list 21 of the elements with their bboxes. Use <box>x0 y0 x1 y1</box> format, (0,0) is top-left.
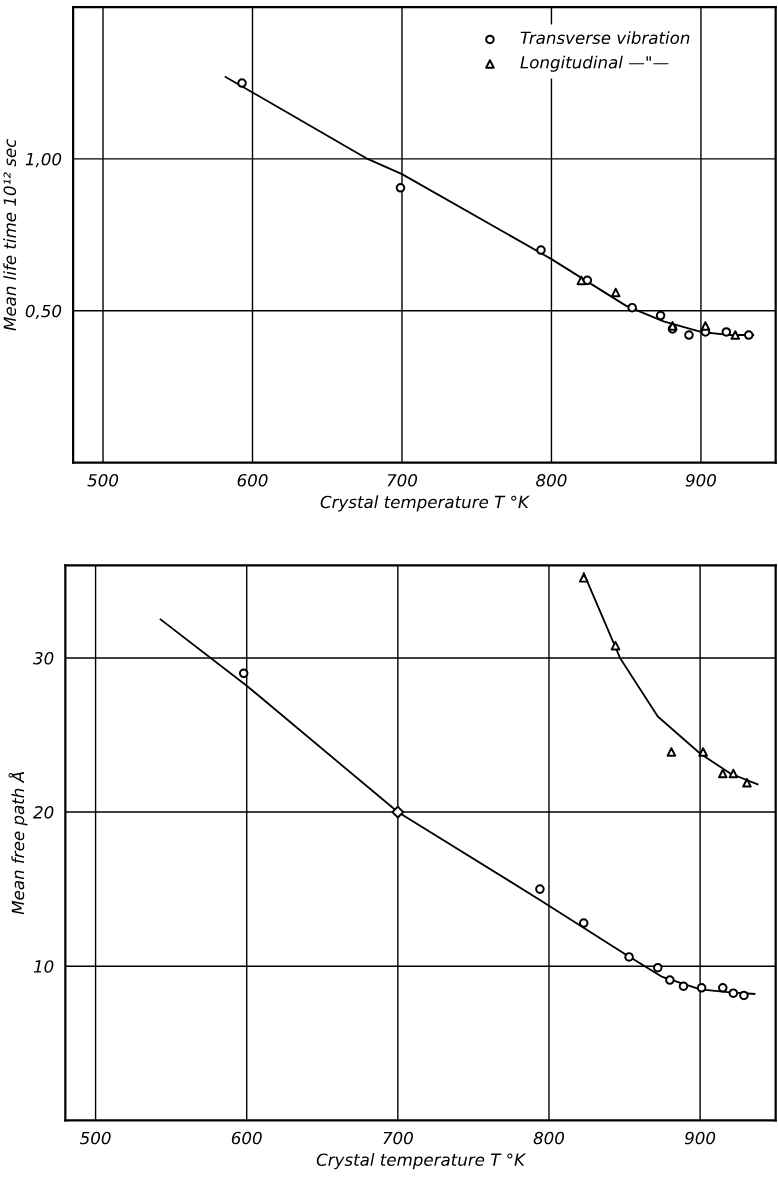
x-tick-label: 700 <box>387 473 418 487</box>
x-tick-label: 800 <box>533 1131 565 1145</box>
x-axis-title: Crystal temperature T °K <box>320 495 530 512</box>
y-tick-label: 10 <box>33 960 54 973</box>
x-tick-label: 700 <box>383 1131 413 1145</box>
x-tick-label: 500 <box>87 473 119 487</box>
y-tick-label: 1,00 <box>25 152 62 168</box>
legend-label: Longitudinal —"— <box>520 55 669 72</box>
x-axis-title: Crystal temperature T °K <box>316 1153 527 1170</box>
y-tick-label: 20 <box>33 806 54 819</box>
x-tick-label: 600 <box>231 1131 262 1145</box>
y-tick-label: 30 <box>33 651 54 665</box>
x-tick-label: 900 <box>685 473 716 487</box>
y-tick-label: 0,50 <box>25 304 62 319</box>
x-tick-label: 800 <box>536 473 567 487</box>
x-tick-label: 500 <box>80 1131 111 1145</box>
x-tick-label: 900 <box>684 1131 716 1145</box>
legend-label: Transverse vibration <box>520 31 690 45</box>
y-axis-title: Mean free path Å <box>8 772 28 915</box>
x-tick-label: 600 <box>237 473 268 487</box>
y-axis-title: Mean life time 10¹² sec <box>3 138 17 331</box>
